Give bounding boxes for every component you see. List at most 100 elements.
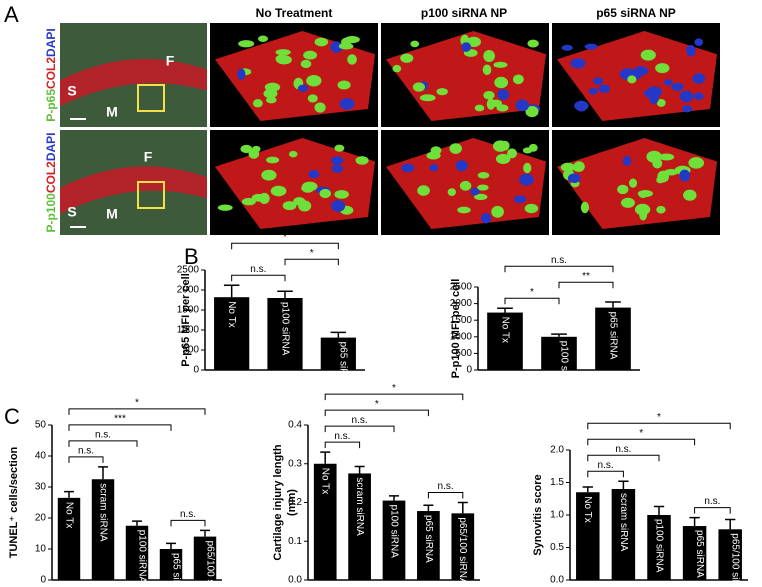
category-label: p65/100 siRNA (204, 541, 215, 587)
stain-name: COL2 (44, 57, 58, 89)
error-bar (389, 495, 399, 501)
nucleus (265, 96, 277, 104)
significance-label: n.s. (598, 460, 614, 471)
y-tick-label: 0.0 (550, 575, 564, 586)
significance-label: * (135, 397, 139, 408)
nucleus (449, 143, 462, 154)
panel-label: A (4, 2, 19, 27)
region-marker: F (144, 149, 153, 165)
y-tick-label: 1000 (177, 325, 200, 336)
nucleus (301, 183, 315, 193)
nucleus (241, 197, 256, 206)
error-bar (223, 284, 240, 298)
nucleus (634, 203, 651, 216)
significance-label: * (310, 248, 314, 259)
y-tick-label: 40 (35, 451, 47, 462)
bar (595, 307, 631, 370)
nucleus (330, 41, 343, 53)
nucleus (461, 42, 472, 52)
nucleus (334, 144, 345, 152)
bar (611, 489, 636, 580)
category-label: p65 siRNA (170, 553, 181, 587)
nucleus (522, 147, 533, 154)
nucleus (400, 53, 414, 63)
nucleus (513, 195, 527, 203)
error-bar (330, 331, 347, 338)
nucleus (686, 44, 696, 57)
nucleus (447, 188, 457, 196)
region-marker: M (106, 104, 118, 120)
nucleus (459, 180, 472, 191)
bar (57, 497, 81, 580)
significance-label: n.s. (78, 445, 94, 456)
stain-name: P-p65 (44, 89, 58, 122)
significance-bracket (231, 242, 339, 250)
significance-bracket (170, 519, 206, 527)
nucleus (664, 168, 678, 176)
nucleus (355, 156, 369, 165)
nucleus (593, 77, 604, 85)
y-tick-label: 30 (35, 482, 47, 493)
y-tick-label: 0 (466, 365, 472, 376)
stain-name: DAPI (44, 28, 58, 57)
nucleus (640, 49, 656, 61)
category-label: No Tx (226, 301, 237, 328)
nucleus (483, 91, 495, 100)
nucleus (308, 170, 320, 179)
bar (159, 549, 183, 580)
nucleus (572, 163, 584, 172)
category-label: p65 siRNA (694, 530, 705, 578)
nucleus (523, 162, 532, 174)
nucleus (633, 66, 649, 76)
nucleus (331, 200, 346, 212)
category-label: scram siRNA (618, 493, 629, 552)
significance-label: ** (582, 271, 590, 282)
y-tick-label: 2500 (177, 265, 200, 276)
category-label: p100 siRNA (558, 341, 569, 395)
significance-bracket (587, 470, 624, 478)
nucleus (584, 43, 598, 50)
y-tick-label: 0 (193, 365, 199, 376)
nucleus (248, 148, 260, 159)
error-bar (618, 480, 629, 489)
significance-bracket (324, 393, 464, 401)
category-label: p65 siRNA (607, 312, 618, 360)
significance-label: n.s. (95, 429, 111, 440)
y-tick-label: 2000 (450, 298, 473, 309)
significance-bracket (284, 258, 339, 266)
y-axis-label: Cartilage injury length (mm) (272, 444, 298, 560)
significance-bracket (587, 438, 696, 446)
nucleus (237, 68, 246, 80)
y-tick-label: 50 (35, 420, 47, 431)
y-axis-label: P-p100 MFI per cell (450, 279, 462, 379)
nucleus (282, 201, 297, 211)
nucleus (628, 178, 638, 188)
roi-box (137, 181, 165, 209)
nucleus (507, 148, 517, 159)
nucleus (497, 88, 510, 101)
significance-label: * (657, 412, 661, 423)
significance-label: n.s. (615, 444, 631, 455)
y-axis-label-line: P-p65 MFI per cell (180, 273, 192, 367)
nucleus (560, 162, 575, 172)
significance-bracket (694, 507, 731, 514)
y-tick-label: 1.5 (550, 477, 564, 488)
column-header: No Treatment (256, 6, 333, 20)
y-tick-label: 0.4 (288, 420, 302, 431)
nucleus (334, 189, 349, 199)
error-bar (200, 529, 210, 537)
nucleus (314, 102, 326, 113)
nucleus (477, 171, 490, 179)
category-label: p100 siRNA (388, 505, 399, 559)
nucleus (265, 156, 280, 164)
stain-label: P-p100COL2DAPI (44, 132, 58, 232)
nucleus (693, 92, 704, 100)
nucleus (656, 205, 666, 214)
nucleus (303, 50, 318, 60)
stain-label: P-p65COL2DAPI (44, 28, 58, 121)
nucleus (512, 74, 524, 85)
panel-label: B (184, 244, 199, 269)
nucleus (525, 105, 539, 118)
nucleus (598, 84, 611, 93)
